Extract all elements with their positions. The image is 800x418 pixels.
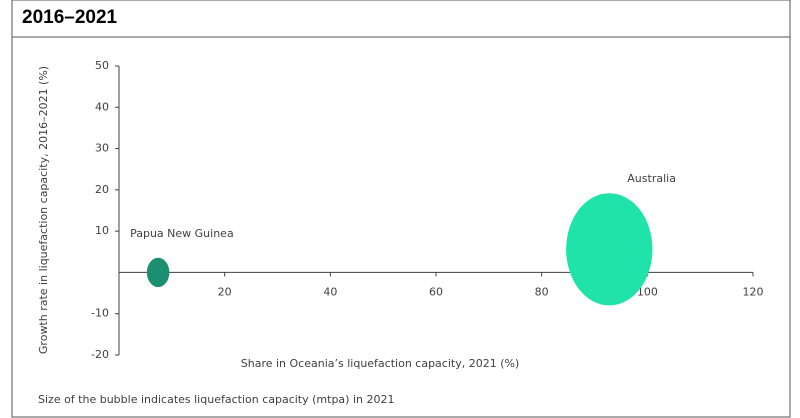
bubble xyxy=(146,257,170,288)
x-axis-label: Share in Oceania’s liquefaction capacity… xyxy=(241,357,520,370)
y-tick-label: 10 xyxy=(95,224,109,237)
x-tick-label: 80 xyxy=(535,285,549,298)
bubble xyxy=(566,193,653,306)
y-tick-label: -20 xyxy=(91,348,109,361)
y-axis-label: Growth rate in liquefaction capacity, 20… xyxy=(37,66,50,354)
y-tick-label: 40 xyxy=(95,100,109,113)
y-tick-label: 30 xyxy=(95,142,109,155)
y-tick-label: -10 xyxy=(91,307,109,320)
bubble-label: Australia xyxy=(627,172,676,185)
x-tick-label: 100 xyxy=(637,285,658,298)
bubble-label: Papua New Guinea xyxy=(130,227,234,240)
x-tick-label: 40 xyxy=(323,285,337,298)
y-tick-label: 50 xyxy=(95,59,109,72)
x-tick-label: 120 xyxy=(743,285,764,298)
x-tick-label: 20 xyxy=(218,285,232,298)
note: Size of the bubble indicates liquefactio… xyxy=(38,393,394,406)
y-tick-label: 20 xyxy=(95,183,109,196)
x-tick-label: 60 xyxy=(429,285,443,298)
chart-title: 2016–2021 xyxy=(22,7,118,28)
frame xyxy=(11,0,791,418)
